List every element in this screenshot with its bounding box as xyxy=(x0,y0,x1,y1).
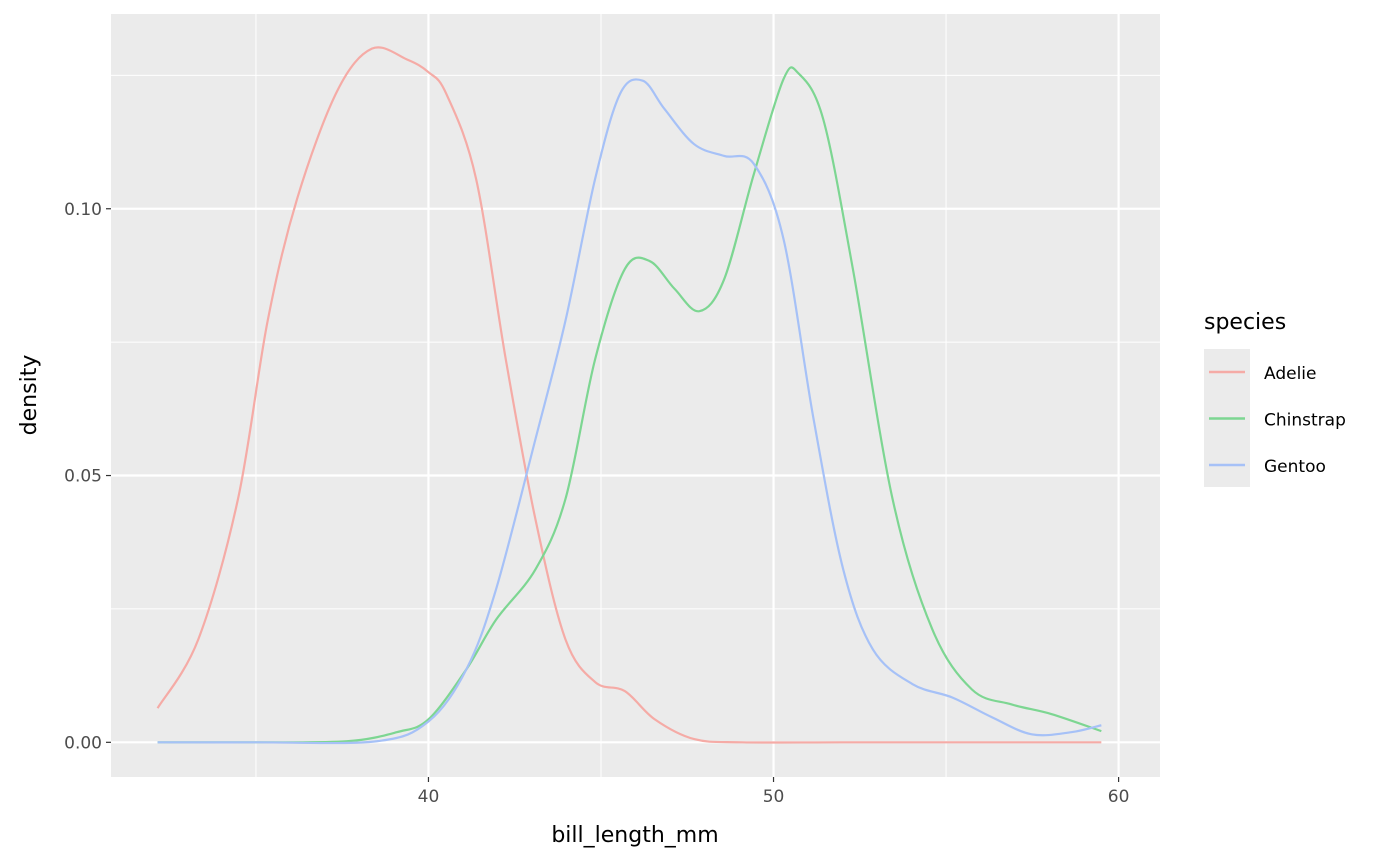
x-axis-title: bill_length_mm xyxy=(551,823,718,848)
density-line-gentoo xyxy=(157,78,1102,745)
y-tick-label: 0.00 xyxy=(64,733,102,753)
y-axis: 0.00 0.05 0.10 xyxy=(64,200,111,753)
plot-panel xyxy=(111,14,1160,777)
x-tick-label: 50 xyxy=(763,787,785,807)
y-axis-title: density xyxy=(17,355,42,436)
legend: species Adelie Chinstrap Gentoo xyxy=(1204,310,1346,487)
legend-label-gentoo: Gentoo xyxy=(1264,457,1326,477)
x-axis: 40 50 60 xyxy=(418,777,1130,807)
density-line-chinstrap xyxy=(157,66,1102,744)
legend-title: species xyxy=(1204,310,1286,335)
minor-gridlines xyxy=(111,14,1160,777)
y-tick-label: 0.10 xyxy=(64,200,102,220)
density-lines xyxy=(156,46,1102,745)
legend-label-adelie: Adelie xyxy=(1264,364,1317,384)
legend-label-chinstrap: Chinstrap xyxy=(1264,411,1346,431)
x-tick-label: 40 xyxy=(418,787,440,807)
x-tick-label: 60 xyxy=(1108,787,1130,807)
y-tick-label: 0.05 xyxy=(64,467,102,487)
density-line-adelie xyxy=(156,46,1102,744)
